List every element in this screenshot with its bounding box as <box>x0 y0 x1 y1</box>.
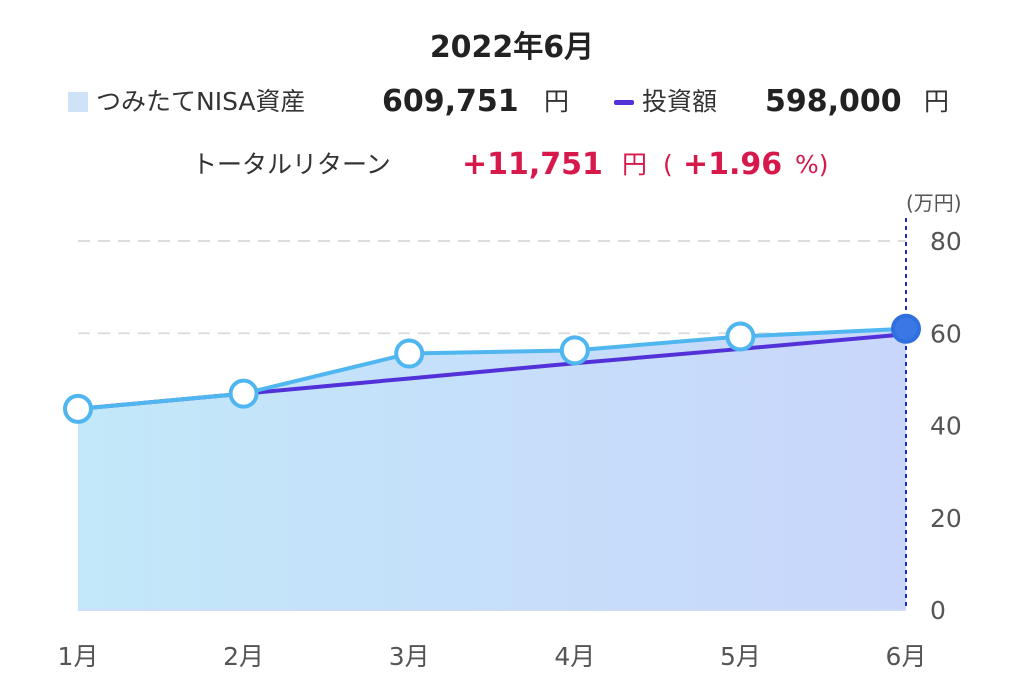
total-return-paren: ( <box>663 150 673 179</box>
x-tick-label: 1月 <box>58 642 99 671</box>
total-return-unit: 円 <box>622 150 648 179</box>
y-tick-label: 20 <box>930 504 962 533</box>
data-point[interactable] <box>559 335 590 366</box>
y-unit-label: (万円) <box>906 191 962 215</box>
y-tick-label: 40 <box>930 412 962 441</box>
data-point[interactable] <box>63 393 93 424</box>
y-tick-label: 60 <box>930 319 962 348</box>
asset-value: 609,751 <box>382 84 519 119</box>
asset-legend-label: つみたてNISA資産 <box>96 87 306 116</box>
total-return-percent-unit: %) <box>795 150 829 179</box>
x-tick-label: 4月 <box>554 642 595 671</box>
x-tick-label: 2月 <box>223 642 264 671</box>
legend: つみたてNISA資産 609,751 円 投資額 598,000 円 <box>0 82 1024 122</box>
invest-value: 598,000 <box>765 84 902 119</box>
data-point[interactable] <box>394 338 425 369</box>
page-title: 2022年6月 <box>429 30 595 65</box>
asset-unit: 円 <box>544 87 570 116</box>
x-tick-label: 3月 <box>389 642 430 671</box>
x-tick-label: 6月 <box>886 642 927 671</box>
invest-legend-label: 投資額 <box>642 87 718 116</box>
data-point[interactable] <box>228 378 259 409</box>
total-return-percent: +1.96 <box>683 147 783 182</box>
invest-legend-swatch <box>614 100 634 105</box>
y-tick-label: 80 <box>930 227 962 256</box>
invest-unit: 円 <box>924 87 950 116</box>
data-point[interactable] <box>725 321 756 352</box>
x-tick-label: 5月 <box>720 642 761 671</box>
asset-legend-swatch <box>68 92 88 112</box>
selected-data-point[interactable] <box>891 313 921 344</box>
asset-area <box>78 328 906 610</box>
total-return-value: +11,751 <box>462 147 603 182</box>
total-return-label: トータルリターン <box>192 150 391 179</box>
y-tick-label: 0 <box>930 596 946 625</box>
total-return: トータルリターン +11,751 円 ( +1.96 %) <box>0 145 1024 185</box>
asset-line <box>77 326 907 411</box>
